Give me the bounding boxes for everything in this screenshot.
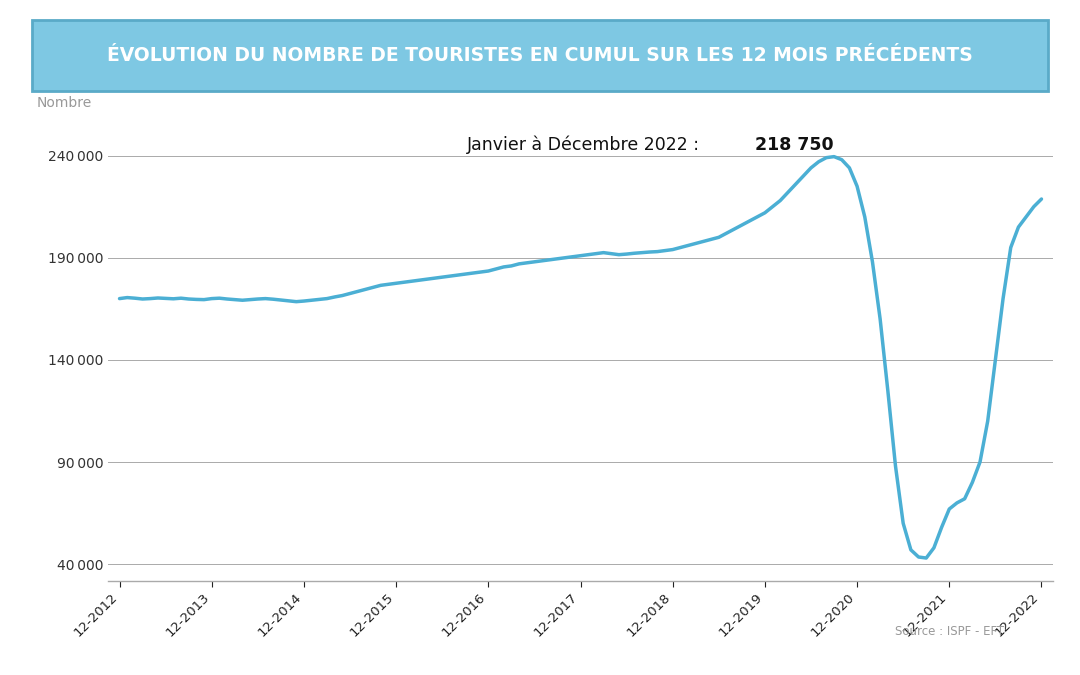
Text: 218 750: 218 750: [755, 136, 834, 154]
FancyBboxPatch shape: [32, 20, 1048, 91]
Text: ÉVOLUTION DU NOMBRE DE TOURISTES EN CUMUL SUR LES 12 MOIS PRÉCÉDENTS: ÉVOLUTION DU NOMBRE DE TOURISTES EN CUMU…: [107, 46, 973, 65]
Text: Janvier à Décembre 2022 :: Janvier à Décembre 2022 :: [468, 136, 705, 154]
Text: Nombre: Nombre: [37, 96, 93, 110]
Text: Source : ISPF - EFT: Source : ISPF - EFT: [895, 625, 1004, 638]
